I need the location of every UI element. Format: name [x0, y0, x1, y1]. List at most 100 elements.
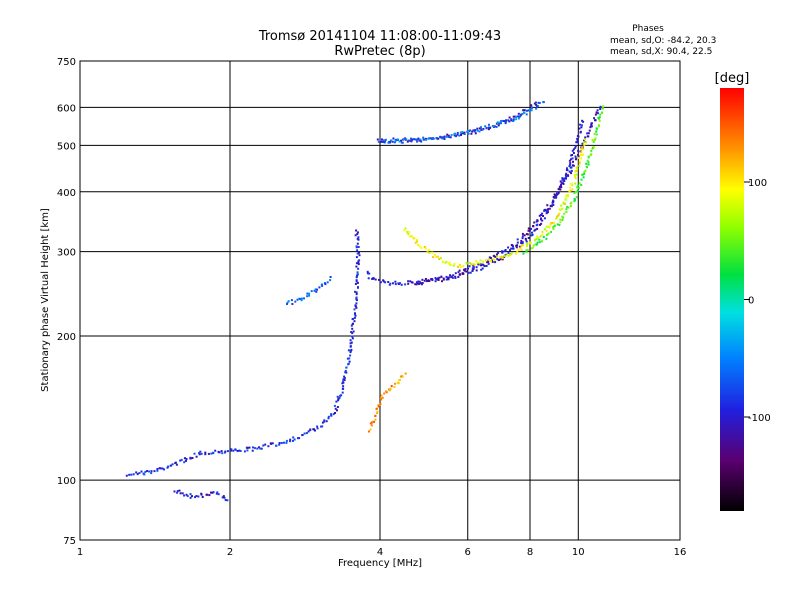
data-point [176, 491, 179, 494]
data-point [344, 371, 347, 374]
data-point [584, 141, 587, 144]
data-point [537, 101, 540, 104]
data-point [376, 138, 379, 141]
data-point [576, 186, 578, 189]
data-point [299, 298, 302, 300]
data-point [486, 260, 489, 263]
data-point [575, 173, 578, 176]
data-point [355, 265, 358, 268]
data-point [278, 442, 281, 444]
data-point [467, 132, 470, 135]
data-point [355, 298, 358, 301]
data-point [573, 197, 576, 200]
data-point [416, 239, 418, 241]
data-point [579, 130, 582, 133]
data-point [201, 496, 204, 498]
data-point [440, 257, 442, 260]
data-point [556, 223, 559, 226]
data-point [394, 280, 397, 283]
data-point [298, 437, 301, 440]
data-point [523, 234, 526, 237]
data-point [535, 238, 538, 241]
data-point [552, 226, 555, 229]
data-point [382, 280, 385, 283]
data-point [224, 499, 227, 501]
data-point [428, 248, 431, 251]
data-point [583, 139, 585, 142]
x-tick-label: 6 [465, 547, 471, 558]
data-point [532, 244, 535, 247]
data-point [536, 241, 539, 244]
y-tick-label: 300 [57, 248, 76, 259]
data-point [496, 258, 499, 260]
data-point [234, 448, 237, 451]
data-point [532, 246, 535, 249]
data-point [136, 473, 139, 476]
data-point [553, 224, 556, 227]
data-point [408, 235, 411, 238]
x-tick-label: 16 [674, 547, 687, 558]
data-point [355, 276, 358, 279]
data-point [544, 208, 547, 211]
data-point [481, 260, 484, 263]
data-point [478, 262, 481, 265]
data-point [547, 225, 550, 228]
data-point [418, 282, 420, 285]
data-point [581, 146, 584, 149]
data-point [341, 391, 344, 394]
data-point [557, 188, 560, 190]
data-point [594, 137, 597, 140]
data-point [500, 122, 502, 125]
data-point [569, 162, 572, 165]
data-point [230, 449, 233, 452]
data-point [525, 233, 528, 236]
data-point [573, 191, 576, 194]
data-point [432, 256, 435, 259]
data-point [508, 116, 511, 119]
data-point [293, 438, 296, 441]
data-point [540, 218, 542, 221]
data-point [343, 379, 346, 381]
data-point [476, 127, 479, 130]
data-point [512, 118, 515, 121]
data-point [512, 115, 515, 118]
data-point [487, 262, 490, 265]
data-point [437, 255, 439, 258]
data-point [189, 457, 192, 460]
data-point [526, 248, 529, 251]
data-point [520, 242, 523, 244]
data-point [410, 140, 413, 143]
data-point [349, 339, 352, 342]
data-point [400, 283, 403, 286]
data-point [417, 244, 419, 246]
data-point [198, 453, 201, 456]
data-point [447, 276, 449, 279]
data-point [452, 264, 455, 267]
data-point [351, 332, 354, 335]
y-tick-label: 600 [57, 103, 76, 114]
data-point [251, 449, 254, 452]
data-point [561, 219, 564, 221]
data-point [510, 252, 513, 255]
data-point [497, 124, 500, 127]
data-point [474, 132, 477, 135]
data-point [283, 441, 285, 444]
data-point [582, 120, 585, 123]
data-point [496, 255, 499, 258]
data-point [316, 425, 319, 428]
data-point [323, 282, 326, 284]
data-point [243, 450, 246, 453]
data-point [564, 194, 567, 197]
data-point [522, 109, 525, 112]
data-point [354, 234, 357, 237]
data-point [400, 141, 403, 144]
data-point [524, 237, 527, 240]
data-point [449, 264, 452, 267]
data-point [503, 255, 506, 258]
data-point [305, 432, 308, 435]
data-point [355, 256, 358, 259]
data-point [497, 122, 500, 125]
data-point [558, 224, 561, 226]
data-point [443, 136, 446, 139]
